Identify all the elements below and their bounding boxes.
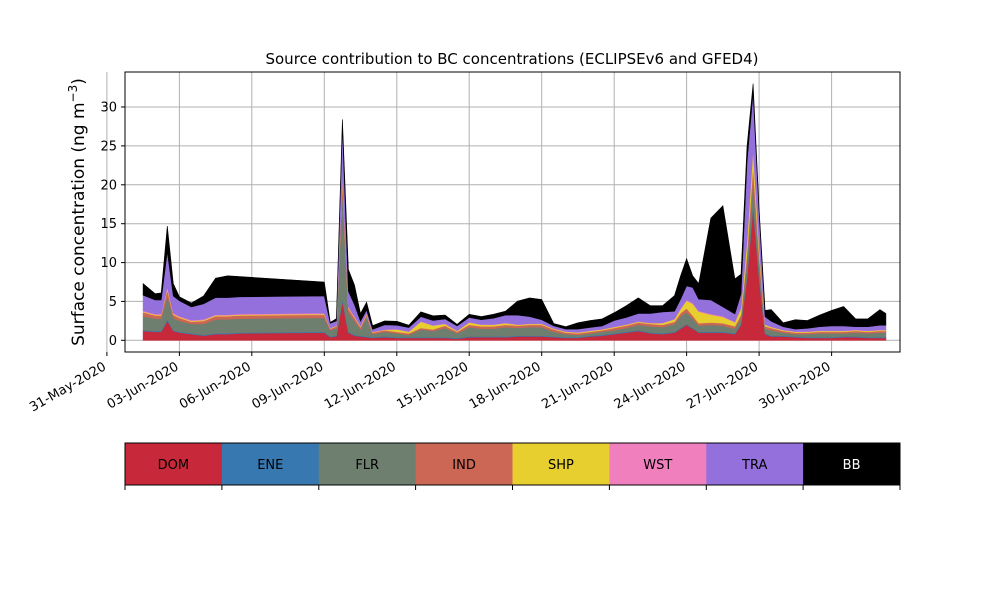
- x-tick-label: 09-Jun-2020: [249, 359, 326, 412]
- stacked-area-layer: [142, 83, 887, 341]
- legend: DOM ENE FLR IND SHP WST TRA BB: [124, 442, 901, 490]
- legend-label-wst: WST: [643, 458, 672, 473]
- legend-label-ind: IND: [452, 458, 476, 473]
- y-tick-label: 25: [100, 139, 117, 154]
- legend-swatch-ind: [415, 443, 513, 485]
- x-tick-label: 27-Jun-2020: [684, 359, 761, 412]
- x-tick-label: 18-Jun-2020: [467, 359, 544, 412]
- x-tick-label: 21-Jun-2020: [539, 359, 616, 412]
- chart-title: Source contribution to BC concentrations…: [265, 50, 758, 68]
- x-tick-label: 12-Jun-2020: [322, 359, 399, 412]
- y-tick-label: 5: [109, 295, 117, 310]
- area-series-bb: [142, 83, 887, 330]
- legend-label-tra: TRA: [741, 458, 767, 473]
- y-axis-label: Surface concentration (ng m−3): [66, 78, 89, 346]
- y-tick-label: 0: [109, 334, 117, 349]
- legend-label-shp: SHP: [548, 458, 574, 473]
- legend-swatch-flr: [318, 443, 417, 485]
- legend-label-ene: ENE: [257, 458, 283, 473]
- legend-label-bb: BB: [843, 458, 861, 473]
- legend-swatch-tra: [706, 443, 804, 485]
- legend-label-dom: DOM: [158, 458, 189, 473]
- legend-swatch-bb: [803, 443, 901, 485]
- legend-label-flr: FLR: [355, 458, 379, 473]
- x-tick-label: 24-Jun-2020: [612, 359, 689, 412]
- legend-swatch-dom: [125, 443, 223, 485]
- x-tick-label: 31-May-2020: [27, 359, 109, 415]
- x-tick-label: 30-Jun-2020: [757, 359, 834, 412]
- y-tick-label: 20: [100, 178, 117, 193]
- y-tick-label: 30: [100, 101, 117, 116]
- y-axis: 0 5 10 15 20 25 30: [100, 101, 125, 349]
- y-tick-label: 15: [100, 217, 117, 232]
- legend-swatch-ene: [221, 443, 320, 485]
- x-axis: 31-May-202003-Jun-202006-Jun-202009-Jun-…: [27, 352, 834, 415]
- x-tick-label: 15-Jun-2020: [394, 359, 471, 412]
- x-tick-label: 06-Jun-2020: [177, 359, 254, 412]
- legend-swatch-wst: [609, 443, 707, 485]
- x-tick-label: 03-Jun-2020: [105, 359, 182, 412]
- legend-swatch-shp: [512, 443, 610, 485]
- y-tick-label: 10: [100, 256, 117, 271]
- plot-frame: [124, 71, 901, 353]
